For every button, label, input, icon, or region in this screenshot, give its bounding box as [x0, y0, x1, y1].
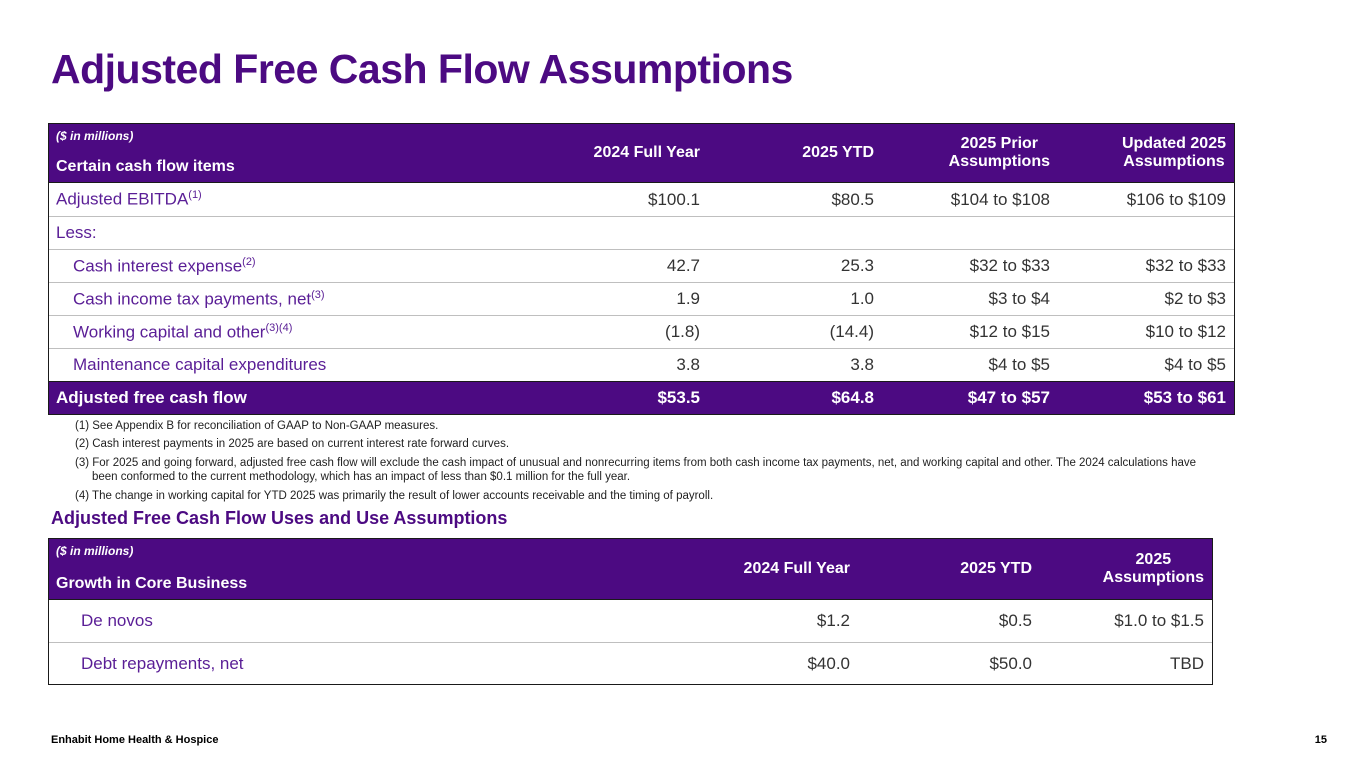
cash-flow-items-table: ($ in millions) Certain cash flow items … [48, 123, 1235, 415]
row-label-text: Debt repayments, net [81, 653, 244, 673]
table1-row-header: Certain cash flow items [56, 158, 235, 175]
cell-value: $53.5 [657, 388, 700, 407]
column-header-text: 2025 Prior Assumptions [948, 134, 1050, 170]
cell-value: (1.8) [665, 322, 700, 341]
row-label-text: Adjusted EBITDA [56, 189, 189, 209]
cell-value: $1.2 [816, 611, 850, 630]
cell-value: $106 to $109 [1126, 189, 1226, 209]
cell-value: $104 to $108 [950, 189, 1050, 209]
table1-header-row: ($ in millions) Certain cash flow items … [49, 124, 1234, 183]
cell-value: $4 to $5 [988, 355, 1050, 374]
cell-value: $12 to $15 [969, 322, 1050, 341]
column-header-updated-2025-assumptions: Updated 2025 Assumptions [1058, 124, 1234, 182]
cell-value: TBD [1170, 653, 1204, 673]
row-label: Cash interest expense(2) [49, 256, 558, 277]
table-row: De novos $1.2 $0.5 $1.0 to $1.5 [49, 600, 1212, 642]
row-label: Cash income tax payments, net(3) [49, 289, 558, 310]
row-label: Debt repayments, net [49, 654, 678, 674]
row-label: Less: [49, 223, 558, 243]
column-header-2025-prior-assumptions: 2025 Prior Assumptions [882, 124, 1058, 182]
column-header-text: 2025 Assumptions [1102, 550, 1204, 586]
column-header-2025-assumptions: 2025 Assumptions [1040, 539, 1212, 599]
cell-value: 3.8 [676, 355, 700, 374]
row-label: De novos [49, 611, 678, 631]
column-header-2025-ytd: 2025 YTD [858, 539, 1040, 599]
footnote-3: (3) For 2025 and going forward, adjusted… [75, 456, 1197, 484]
table-row: Working capital and other(3)(4) (1.8) (1… [49, 315, 1234, 348]
column-header-text: 2024 Full Year [743, 559, 850, 577]
section-heading-uses: Adjusted Free Cash Flow Uses and Use Ass… [51, 508, 508, 528]
column-header-2025-ytd: 2025 YTD [708, 124, 882, 182]
column-header-text: Updated 2025 Assumptions [1121, 134, 1226, 170]
total-row-adjusted-free-cash-flow: Adjusted free cash flow $53.5 $64.8 $47 … [49, 381, 1234, 414]
cell-value: $0.5 [998, 611, 1032, 630]
units-note: ($ in millions) [56, 129, 134, 143]
footnote-1: (1) See Appendix B for reconciliation of… [75, 420, 439, 432]
row-label-text: Cash interest expense [73, 256, 243, 276]
page-number: 15 [1314, 734, 1327, 746]
growth-in-core-business-table: ($ in millions) Growth in Core Business … [48, 538, 1213, 685]
cell-value: $40.0 [807, 653, 850, 673]
cell-value: 42.7 [666, 256, 700, 275]
cell-value: 25.3 [840, 256, 874, 275]
column-header-text: 2024 Full Year [593, 143, 700, 161]
cell-value: $32 to $33 [969, 256, 1050, 275]
table2-header-label-cell: ($ in millions) Growth in Core Business [49, 539, 678, 599]
row-label: Adjusted EBITDA(1) [49, 189, 558, 210]
footnote-2: (2) Cash interest payments in 2025 are b… [75, 438, 510, 451]
footnote-ref: (1) [188, 189, 202, 202]
column-header-text: 2025 YTD [960, 559, 1032, 577]
cell-value: $100.1 [648, 189, 700, 209]
cell-value: $10 to $12 [1145, 322, 1226, 341]
row-label-text: Less: [56, 223, 97, 242]
cell-value: $47 to $57 [967, 388, 1050, 407]
footnote-ref: (3)(4) [265, 321, 293, 334]
table-row: Less: [49, 216, 1234, 249]
table-row: Adjusted EBITDA(1) $100.1 $80.5 $104 to … [49, 183, 1234, 216]
footnote-4: (4) The change in working capital for YT… [75, 489, 714, 502]
cell-value: $4 to $5 [1164, 355, 1226, 374]
cell-value: $3 to $4 [988, 289, 1050, 308]
cell-value: $2 to $3 [1164, 289, 1226, 308]
column-header-2024-full-year: 2024 Full Year [558, 124, 708, 182]
footnotes: (1) See Appendix B for reconciliation of… [75, 419, 1217, 507]
cell-value: 1.0 [850, 289, 874, 308]
column-header-text: 2025 YTD [802, 143, 874, 161]
table-row: Maintenance capital expenditures 3.8 3.8… [49, 348, 1234, 381]
cell-value: 1.9 [676, 289, 700, 308]
cell-value: $50.0 [989, 653, 1032, 673]
table-row: Cash interest expense(2) 42.7 25.3 $32 t… [49, 249, 1234, 282]
row-label-text: De novos [81, 611, 153, 630]
table2-row-header: Growth in Core Business [56, 575, 248, 592]
footer-company-name: Enhabit Home Health & Hospice [51, 734, 219, 746]
cell-value: $1.0 to $1.5 [1114, 611, 1204, 630]
row-label: Working capital and other(3)(4) [49, 322, 558, 343]
table1-header-label-cell: ($ in millions) Certain cash flow items [49, 124, 558, 182]
footnote-ref: (3) [311, 288, 325, 301]
column-header-2024-full-year: 2024 Full Year [678, 539, 858, 599]
table2-header-row: ($ in millions) Growth in Core Business … [49, 539, 1212, 600]
row-label-text: Maintenance capital expenditures [73, 355, 327, 374]
cell-value: $53 to $61 [1143, 388, 1226, 407]
cell-value: $64.8 [831, 388, 874, 407]
cell-value: 3.8 [850, 355, 874, 374]
units-note: ($ in millions) [56, 544, 134, 558]
table-row: Debt repayments, net $40.0 $50.0 TBD [49, 642, 1212, 684]
row-label-text: Cash income tax payments, net [73, 289, 312, 309]
cell-value: $80.5 [831, 189, 874, 209]
cell-value: $32 to $33 [1145, 256, 1226, 275]
footnote-ref: (2) [242, 255, 256, 268]
total-row-label: Adjusted free cash flow [56, 388, 247, 407]
page-title: Adjusted Free Cash Flow Assumptions [51, 46, 793, 92]
cell-value: (14.4) [829, 322, 874, 341]
row-label-text: Working capital and other [73, 322, 266, 342]
table-row: Cash income tax payments, net(3) 1.9 1.0… [49, 282, 1234, 315]
row-label: Maintenance capital expenditures [49, 355, 558, 375]
